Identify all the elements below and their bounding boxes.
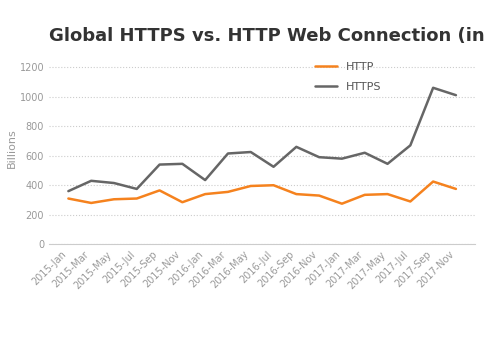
HTTPS	[225, 151, 231, 156]
HTTP	[385, 192, 391, 196]
HTTPS	[316, 155, 322, 159]
HTTPS	[430, 86, 436, 90]
HTTP	[316, 193, 322, 198]
Legend: HTTP, HTTPS: HTTP, HTTPS	[310, 58, 386, 97]
HTTPS	[270, 165, 276, 169]
HTTPS	[179, 162, 185, 166]
HTTP	[362, 193, 368, 197]
HTTPS	[453, 93, 459, 97]
HTTPS	[362, 151, 368, 155]
HTTPS	[339, 157, 345, 161]
Line: HTTP: HTTP	[69, 181, 456, 204]
HTTP	[111, 197, 117, 201]
HTTP	[430, 179, 436, 184]
HTTP	[407, 199, 413, 203]
HTTPS	[66, 189, 72, 193]
HTTPS	[202, 178, 208, 182]
HTTPS	[157, 163, 163, 167]
HTTP	[202, 192, 208, 196]
Line: HTTPS: HTTPS	[69, 88, 456, 191]
HTTP	[157, 188, 163, 193]
HTTP	[179, 200, 185, 204]
HTTPS	[111, 181, 117, 185]
HTTPS	[134, 187, 140, 191]
HTTP	[453, 187, 459, 191]
HTTP	[294, 192, 299, 196]
Y-axis label: Billions: Billions	[7, 128, 17, 168]
HTTP	[88, 201, 94, 205]
HTTP	[134, 196, 140, 201]
HTTPS	[248, 150, 254, 154]
HTTPS	[407, 143, 413, 148]
HTTP	[339, 202, 345, 206]
HTTPS	[294, 145, 299, 149]
HTTP	[225, 190, 231, 194]
HTTPS	[385, 162, 391, 166]
HTTP	[270, 183, 276, 187]
Text: Global HTTPS vs. HTTP Web Connection (in billions): Global HTTPS vs. HTTP Web Connection (in…	[49, 27, 490, 45]
HTTP	[248, 184, 254, 188]
HTTPS	[88, 179, 94, 183]
HTTP	[66, 196, 72, 201]
